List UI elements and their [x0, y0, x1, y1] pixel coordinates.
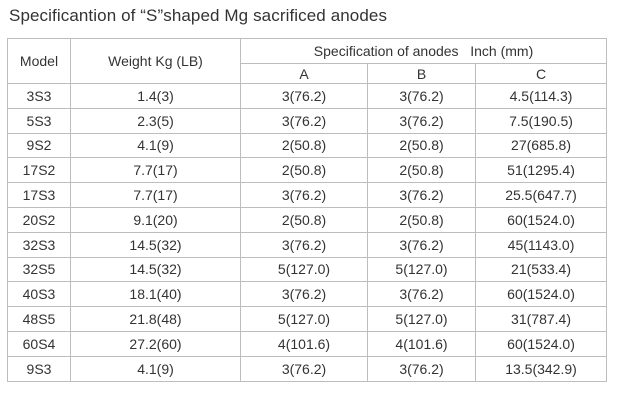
cell-weight: 9.1(20): [70, 206, 241, 233]
cell-a: 3(76.2): [240, 83, 368, 109]
cell-model: 32S3: [7, 231, 71, 258]
cell-a: 3(76.2): [240, 231, 368, 258]
cell-a: 3(76.2): [240, 355, 368, 382]
cell-b: 3(76.2): [367, 355, 476, 382]
cell-c: 25.5(647.7): [474, 182, 608, 208]
cell-a: 2(50.8): [240, 132, 368, 159]
table-row: 3S3 1.4(3) 3(76.2) 3(76.2) 4.5(114.3): [7, 83, 608, 109]
cell-weight: 7.7(17): [70, 182, 241, 208]
header-model: Model: [7, 38, 71, 84]
cell-b: 3(76.2): [367, 83, 476, 109]
cell-b: 3(76.2): [367, 182, 476, 208]
table-row: 17S3 7.7(17) 3(76.2) 3(76.2) 25.5(647.7): [7, 182, 608, 208]
table-subheader-row: A B C: [8, 63, 608, 84]
table-row: 20S2 9.1(20) 2(50.8) 2(50.8) 60(1524.0): [7, 206, 608, 233]
cell-a: 3(76.2): [240, 107, 368, 134]
cell-weight: 18.1(40): [70, 281, 241, 308]
cell-c: 60(1524.0): [474, 281, 608, 308]
cell-c: 60(1524.0): [474, 330, 608, 357]
cell-c: 7.5(190.5): [474, 107, 608, 134]
cell-a: 3(76.2): [240, 281, 368, 308]
cell-b: 3(76.2): [367, 231, 476, 258]
anode-spec-table: Model Weight Kg (LB) Specification of an…: [7, 38, 608, 382]
cell-c: 4.5(114.3): [474, 83, 608, 109]
cell-model: 5S3: [7, 107, 71, 134]
table-row: 17S2 7.7(17) 2(50.8) 2(50.8) 51(1295.4): [7, 157, 608, 184]
cell-model: 3S3: [7, 83, 71, 109]
cell-weight: 4.1(9): [70, 355, 241, 382]
cell-model: 9S3: [7, 355, 71, 382]
cell-model: 17S2: [7, 157, 71, 184]
cell-model: 48S5: [7, 306, 71, 332]
table-row: 60S4 27.2(60) 4(101.6) 4(101.6) 60(1524.…: [7, 330, 608, 357]
cell-b: 3(76.2): [367, 107, 476, 134]
cell-weight: 14.5(32): [70, 256, 241, 283]
cell-c: 21(533.4): [474, 256, 608, 283]
cell-weight: 2.3(5): [70, 107, 241, 134]
table-row: 9S2 4.1(9) 2(50.8) 2(50.8) 27(685.8): [7, 132, 608, 159]
table-row: 40S3 18.1(40) 3(76.2) 3(76.2) 60(1524.0): [7, 281, 608, 308]
cell-b: 3(76.2): [367, 281, 476, 308]
cell-c: 31(787.4): [474, 306, 608, 332]
cell-c: 27(685.8): [474, 132, 608, 159]
cell-a: 3(76.2): [240, 182, 368, 208]
cell-weight: 14.5(32): [70, 231, 241, 258]
cell-c: 60(1524.0): [474, 206, 608, 233]
cell-model: 17S3: [7, 182, 71, 208]
header-spec-group-label: Specification of anodes Inch (mm): [313, 43, 534, 59]
table-row: 9S3 4.1(9) 3(76.2) 3(76.2) 13.5(342.9): [7, 355, 608, 382]
cell-model: 20S2: [7, 206, 71, 233]
header-weight: Weight Kg (LB): [70, 38, 241, 84]
cell-weight: 21.8(48): [70, 306, 241, 332]
cell-weight: 4.1(9): [70, 132, 241, 159]
header-col-a: A: [240, 63, 368, 84]
cell-weight: 1.4(3): [70, 83, 241, 109]
cell-b: 2(50.8): [367, 132, 476, 159]
cell-model: 40S3: [7, 281, 71, 308]
cell-c: 13.5(342.9): [474, 355, 608, 382]
cell-b: 4(101.6): [367, 330, 476, 357]
cell-a: 2(50.8): [240, 157, 368, 184]
cell-a: 5(127.0): [240, 306, 368, 332]
cell-model: 32S5: [7, 256, 71, 283]
cell-b: 5(127.0): [367, 256, 476, 283]
cell-weight: 27.2(60): [70, 330, 241, 357]
cell-c: 45(1143.0): [474, 231, 608, 258]
table-row: 5S3 2.3(5) 3(76.2) 3(76.2) 7.5(190.5): [7, 107, 608, 134]
cell-b: 2(50.8): [367, 206, 476, 233]
cell-c: 51(1295.4): [474, 157, 608, 184]
cell-b: 2(50.8): [367, 157, 476, 184]
header-col-c: C: [474, 63, 608, 84]
table-row: 32S3 14.5(32) 3(76.2) 3(76.2) 45(1143.0): [7, 231, 608, 258]
table-row: 32S5 14.5(32) 5(127.0) 5(127.0) 21(533.4…: [7, 256, 608, 283]
page-title: Specificantion of “S”shaped Mg sacrifice…: [9, 6, 388, 25]
cell-a: 5(127.0): [240, 256, 368, 283]
header-col-b: B: [367, 63, 476, 84]
cell-a: 2(50.8): [240, 206, 368, 233]
cell-a: 4(101.6): [240, 330, 368, 357]
header-spec-group: Specification of anodes Inch (mm): [239, 38, 608, 64]
table-header-row: Model Weight Kg (LB) Specification of an…: [7, 38, 608, 84]
table-row: 48S5 21.8(48) 5(127.0) 5(127.0) 31(787.4…: [7, 306, 608, 332]
cell-model: 9S2: [7, 132, 71, 159]
cell-weight: 7.7(17): [70, 157, 241, 184]
cell-b: 5(127.0): [367, 306, 476, 332]
cell-model: 60S4: [7, 330, 71, 357]
